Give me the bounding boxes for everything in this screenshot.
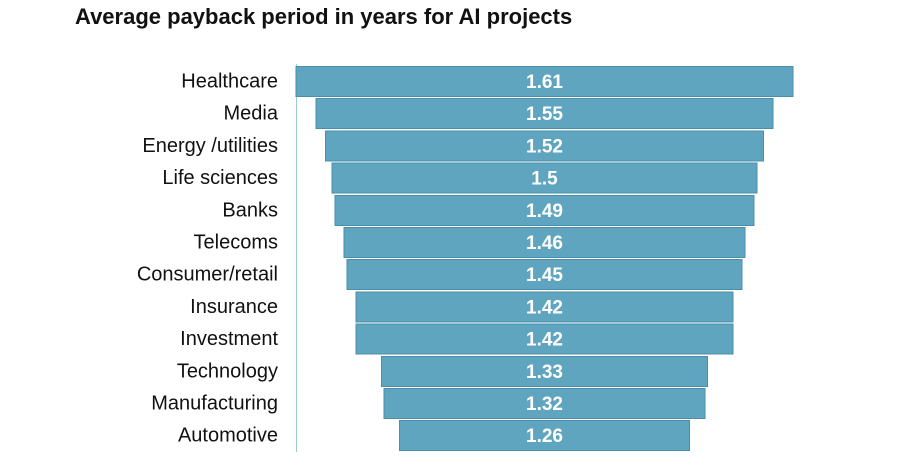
category-label: Automotive bbox=[178, 425, 278, 447]
bar-technology bbox=[380, 355, 709, 387]
bar-telecoms bbox=[343, 227, 746, 258]
category-label: Healthcare bbox=[181, 71, 278, 93]
value-label: 1.33 bbox=[526, 362, 563, 383]
value-label: 1.5 bbox=[531, 169, 558, 190]
bar-media bbox=[315, 98, 774, 130]
category-label: Consumer/retail bbox=[137, 264, 278, 286]
category-label: Manufacturing bbox=[151, 393, 278, 415]
bar-healthcare bbox=[295, 66, 794, 97]
category-label: Investment bbox=[180, 328, 278, 350]
category-label: Energy /utilities bbox=[142, 135, 278, 157]
value-label: 1.49 bbox=[526, 201, 563, 222]
category-label: Media bbox=[224, 103, 279, 125]
value-label: 1.55 bbox=[526, 104, 563, 125]
value-label: 1.61 bbox=[526, 72, 563, 93]
category-label: Technology bbox=[177, 360, 278, 382]
value-label: 1.26 bbox=[526, 426, 563, 447]
category-label: Telecoms bbox=[194, 232, 278, 254]
bar-consumer-retail bbox=[346, 259, 743, 291]
category-label: Banks bbox=[222, 199, 278, 221]
value-label: 1.42 bbox=[526, 330, 563, 351]
bar-energy-utilities bbox=[325, 130, 764, 162]
chart-title: Average payback period in years for AI p… bbox=[75, 4, 573, 29]
bar-insurance bbox=[355, 291, 734, 323]
category-label: Life sciences bbox=[162, 167, 278, 189]
value-label: 1.32 bbox=[526, 394, 563, 415]
bar-life-sciences bbox=[331, 162, 758, 194]
value-label: 1.46 bbox=[526, 233, 563, 254]
bar-banks bbox=[334, 194, 755, 226]
bar-investment bbox=[355, 323, 734, 355]
bar-automotive bbox=[399, 420, 690, 452]
value-label: 1.45 bbox=[526, 265, 563, 286]
value-label: 1.42 bbox=[526, 297, 563, 318]
value-label: 1.52 bbox=[526, 136, 563, 157]
bar-manufacturing bbox=[383, 388, 706, 419]
category-label: Insurance bbox=[190, 296, 278, 318]
